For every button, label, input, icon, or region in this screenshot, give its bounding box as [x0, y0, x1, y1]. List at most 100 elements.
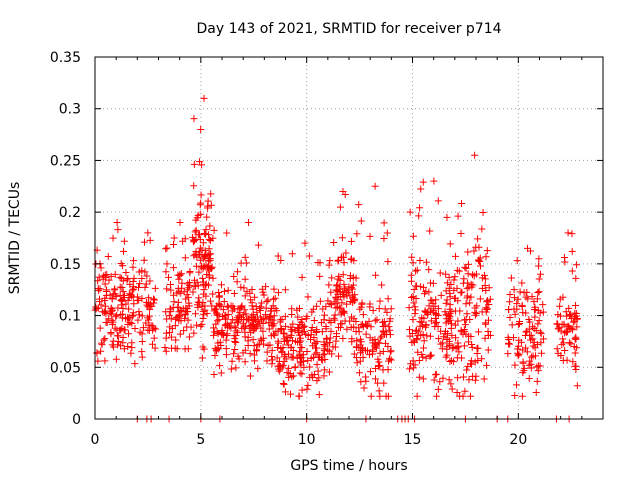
data-point	[117, 260, 125, 268]
data-point	[204, 204, 212, 212]
data-point	[411, 306, 419, 314]
data-point	[203, 213, 211, 221]
data-point	[111, 285, 119, 293]
data-point	[369, 306, 377, 314]
data-point	[138, 295, 146, 303]
data-point	[357, 378, 365, 386]
data-point	[206, 236, 214, 244]
data-point	[359, 353, 367, 361]
data-point	[531, 313, 539, 321]
data-point	[254, 313, 262, 321]
data-point	[505, 306, 513, 314]
data-point	[251, 325, 259, 333]
data-point	[455, 267, 463, 275]
data-point	[122, 315, 130, 323]
data-point	[412, 294, 420, 302]
data-point	[270, 295, 278, 303]
data-point	[254, 365, 262, 373]
data-point	[215, 300, 223, 308]
data-point	[471, 311, 479, 319]
data-point	[325, 261, 333, 269]
data-point	[571, 349, 579, 357]
data-point	[111, 324, 119, 332]
data-point	[479, 209, 487, 217]
data-point	[251, 293, 259, 301]
data-point	[120, 293, 128, 301]
data-point	[222, 345, 230, 353]
data-point	[437, 340, 445, 348]
data-point	[212, 347, 220, 355]
data-point	[519, 369, 527, 377]
data-point	[477, 262, 485, 270]
data-point	[282, 388, 290, 396]
data-point	[411, 310, 419, 318]
data-point	[537, 339, 545, 347]
data-point	[269, 322, 277, 330]
data-point	[199, 274, 207, 282]
data-point	[184, 280, 192, 288]
data-point	[222, 312, 230, 320]
data-point	[468, 343, 476, 351]
data-point	[481, 319, 489, 327]
data-point	[526, 318, 534, 326]
data-point	[419, 353, 427, 361]
data-point	[122, 300, 130, 308]
data-point	[101, 357, 109, 365]
data-point	[222, 336, 230, 344]
data-point	[520, 289, 528, 297]
data-point	[128, 312, 136, 320]
data-point	[339, 187, 347, 195]
data-point	[374, 339, 382, 347]
data-point	[313, 302, 321, 310]
data-point	[192, 235, 200, 243]
data-point	[483, 247, 491, 255]
data-point	[529, 342, 537, 350]
data-point	[287, 325, 295, 333]
data-point	[419, 331, 427, 339]
data-point	[193, 321, 201, 329]
data-point	[213, 328, 221, 336]
data-point	[441, 308, 449, 316]
data-point	[171, 322, 179, 330]
data-point	[348, 338, 356, 346]
data-point	[371, 375, 379, 383]
data-point	[446, 358, 454, 366]
data-point	[481, 334, 489, 342]
data-point	[457, 326, 465, 334]
data-point	[353, 230, 361, 238]
data-point	[144, 303, 152, 311]
data-point	[422, 354, 430, 362]
data-point	[321, 350, 329, 358]
data-point	[287, 344, 295, 352]
data-point	[481, 275, 489, 283]
data-point	[506, 290, 514, 298]
data-point	[217, 369, 225, 377]
data-point	[375, 387, 383, 395]
data-point	[536, 328, 544, 336]
data-point	[387, 347, 395, 355]
data-point	[259, 288, 267, 296]
data-point	[486, 295, 494, 303]
data-point	[190, 252, 198, 260]
data-point	[537, 270, 545, 278]
data-point	[471, 376, 479, 384]
data-point	[242, 259, 250, 267]
x-tick-label: 0	[91, 432, 100, 448]
data-point	[275, 357, 283, 365]
data-point	[186, 282, 194, 290]
data-point	[504, 350, 512, 358]
data-point	[511, 294, 519, 302]
data-point	[420, 344, 428, 352]
data-point	[565, 323, 573, 331]
data-point	[198, 320, 206, 328]
data-point	[103, 286, 111, 294]
data-point	[151, 344, 159, 352]
data-point	[135, 308, 143, 316]
data-point	[513, 257, 521, 265]
data-point	[354, 343, 362, 351]
data-point	[571, 362, 579, 370]
data-point	[319, 351, 327, 359]
data-point	[205, 281, 213, 289]
data-point	[536, 309, 544, 317]
